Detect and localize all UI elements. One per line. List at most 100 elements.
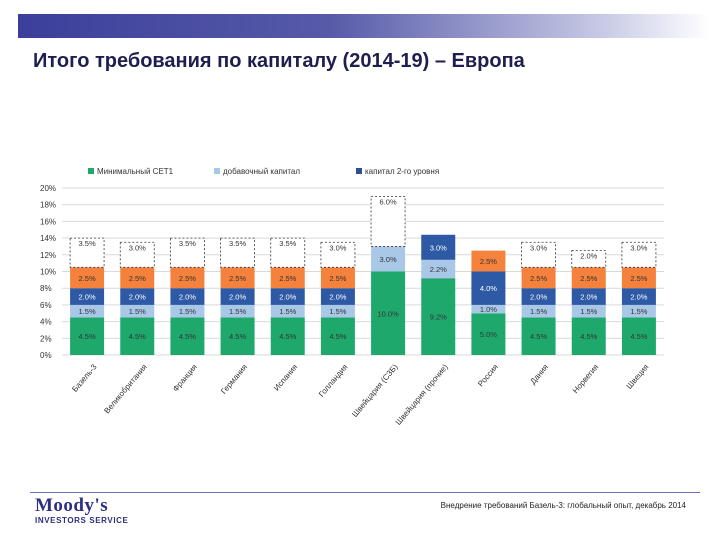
- data-label: 10.0%: [377, 309, 399, 318]
- y-tick-label: 6%: [40, 301, 52, 310]
- data-label: 1.5%: [79, 307, 96, 316]
- bar-segment: [320, 288, 355, 305]
- legend-label: капитал 2-го уровня: [365, 167, 439, 176]
- bar-segment: [621, 304, 656, 318]
- data-label: 3.5%: [179, 239, 196, 248]
- bar-segment: [270, 267, 305, 289]
- data-label: 2.0%: [279, 293, 296, 302]
- bar-segment: [220, 237, 255, 268]
- bar-segment: [119, 241, 155, 268]
- bar-segment: [170, 304, 205, 318]
- data-label: 3.0%: [630, 243, 647, 252]
- bar-segment: [521, 241, 556, 268]
- bar-segment: [621, 241, 657, 268]
- bar-segment: [220, 317, 255, 355]
- logo-subtitle: INVESTORS SERVICE: [35, 516, 129, 525]
- data-label: 1.5%: [530, 307, 547, 316]
- data-label: 4.5%: [580, 332, 597, 341]
- bar-segment: [571, 267, 606, 289]
- bar-segment: [471, 304, 506, 314]
- bar-segment: [320, 304, 355, 318]
- data-label: 1.0%: [480, 305, 497, 314]
- y-tick-label: 18%: [40, 201, 56, 210]
- x-tick-label: Швейцария (прочие): [394, 362, 450, 427]
- data-label: 4.5%: [329, 332, 346, 341]
- x-tick-label: Испания: [272, 363, 299, 393]
- bar-segment: [421, 259, 456, 279]
- bar-segment: [421, 234, 456, 260]
- x-tick-label: Голландия: [317, 363, 349, 399]
- data-label: 2.0%: [530, 293, 547, 302]
- data-label: 3.5%: [229, 239, 246, 248]
- bar-segment: [571, 250, 607, 268]
- y-tick-label: 4%: [40, 318, 52, 327]
- bar-segment: [521, 317, 556, 355]
- data-label: 2.0%: [179, 293, 196, 302]
- y-tick-label: 2%: [40, 334, 52, 343]
- data-label: 2.5%: [580, 274, 597, 283]
- footer-divider: [30, 492, 700, 493]
- data-label: 2.0%: [79, 293, 96, 302]
- bar-segment: [621, 267, 656, 289]
- bar-segment: [120, 317, 155, 355]
- x-tick-label: Базель-3: [70, 362, 99, 394]
- bar-segment: [421, 278, 456, 355]
- data-label: 1.5%: [179, 307, 196, 316]
- data-label: 1.5%: [279, 307, 296, 316]
- bar-segment: [120, 267, 155, 289]
- bar-segment: [571, 304, 606, 318]
- bar-segment: [120, 304, 155, 318]
- x-tick-label: Франция: [171, 363, 199, 394]
- bar-segment: [70, 267, 105, 289]
- data-label: 1.5%: [630, 307, 647, 316]
- bar-segment: [220, 267, 255, 289]
- x-tick-label: Норвегия: [571, 363, 600, 396]
- data-label: 5.0%: [480, 330, 497, 339]
- data-label: 2.5%: [329, 274, 346, 283]
- data-label: 3.0%: [430, 243, 447, 252]
- bar-segment: [69, 237, 105, 268]
- data-label: 1.5%: [229, 307, 246, 316]
- data-label: 1.5%: [129, 307, 146, 316]
- x-tick-label: Швейцария (СЗБ): [350, 362, 400, 419]
- data-label: 2.5%: [630, 274, 647, 283]
- data-label: 2.5%: [129, 274, 146, 283]
- bar-segment: [270, 304, 305, 318]
- bar-segment: [70, 304, 105, 318]
- bar-segment: [371, 271, 406, 355]
- data-label: 4.5%: [530, 332, 547, 341]
- data-label: 3.0%: [329, 243, 346, 252]
- bar-segment: [471, 271, 506, 305]
- x-tick-label: Дания: [528, 363, 550, 386]
- legend-label: добавочный капитал: [223, 167, 300, 176]
- bar-segment: [270, 288, 305, 305]
- bar-segment: [170, 267, 205, 289]
- data-label: 2.5%: [229, 274, 246, 283]
- footer-note: Внедрение требований Базель-3: глобальны…: [440, 501, 686, 510]
- y-tick-label: 14%: [40, 234, 56, 243]
- data-label: 2.2%: [430, 265, 447, 274]
- data-label: 9.2%: [430, 313, 447, 322]
- data-label: 3.5%: [79, 239, 96, 248]
- data-label: 2.5%: [530, 274, 547, 283]
- bar-segment: [320, 317, 355, 355]
- bar-segment: [621, 317, 656, 355]
- data-label: 2.0%: [329, 293, 346, 302]
- bar-segment: [621, 288, 656, 305]
- capital-requirements-chart: 0% 2% 4% 6% 8% 10% 12% 14% 16% 18% 20% Минимальный …: [40, 167, 664, 427]
- data-label: 4.5%: [229, 332, 246, 341]
- data-label: 2.5%: [79, 274, 96, 283]
- data-label: 2.0%: [580, 293, 597, 302]
- bar-segment: [521, 304, 556, 318]
- y-tick-label: 20%: [40, 184, 56, 193]
- data-label: 4.5%: [279, 332, 296, 341]
- bar-segment: [370, 195, 406, 247]
- bar-segment: [521, 288, 556, 305]
- moodys-logo: Moody's INVESTORS SERVICE: [35, 496, 129, 525]
- data-label: 2.5%: [179, 274, 196, 283]
- bar-segment: [120, 288, 155, 305]
- bar-segment: [320, 241, 356, 268]
- bar-segment: [371, 246, 406, 272]
- bar-segment: [571, 317, 606, 355]
- bar-segment: [471, 313, 506, 355]
